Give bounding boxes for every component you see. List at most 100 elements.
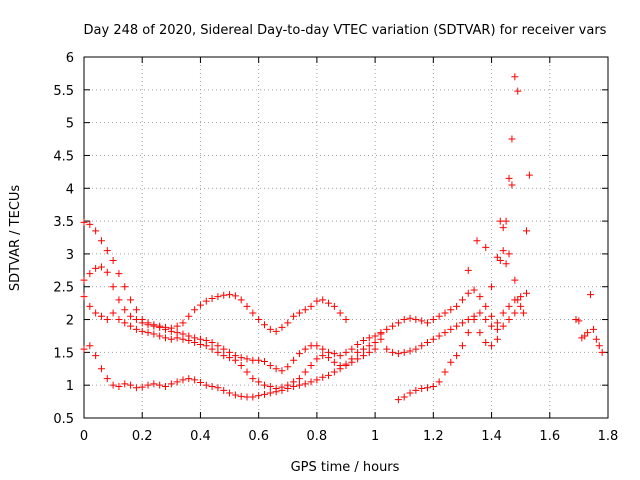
data-point (365, 342, 373, 350)
data-point (196, 340, 204, 348)
data-point (208, 295, 216, 303)
data-point (260, 390, 268, 398)
data-point (453, 302, 461, 310)
data-point (482, 316, 490, 324)
data-point (196, 301, 204, 309)
data-point (522, 289, 530, 297)
data-point (132, 325, 140, 333)
data-point (86, 220, 94, 228)
data-point (447, 306, 455, 314)
data-point (383, 325, 391, 333)
x-tick-label: 0.4 (190, 429, 211, 444)
data-point (418, 342, 426, 350)
data-point (80, 276, 88, 284)
data-point (103, 268, 111, 276)
data-point (441, 368, 449, 376)
data-point (167, 380, 175, 388)
data-point (505, 302, 513, 310)
x-tick-label: 1.6 (539, 429, 560, 444)
data-point (191, 306, 199, 314)
data-point (249, 375, 257, 383)
data-point (389, 322, 397, 330)
data-point (208, 382, 216, 390)
data-point (284, 381, 292, 389)
data-point (575, 317, 583, 325)
data-point (231, 292, 239, 300)
data-point (476, 309, 484, 317)
data-point (400, 316, 408, 324)
data-point (354, 340, 362, 348)
data-point (191, 339, 199, 347)
data-point (488, 283, 496, 291)
data-point (464, 316, 472, 324)
data-point (581, 332, 589, 340)
x-tick-label: 0.6 (248, 429, 269, 444)
data-point (389, 348, 397, 356)
data-point (115, 270, 123, 278)
y-tick-label: 2 (66, 314, 74, 329)
y-tick-label: 1.5 (53, 346, 74, 361)
data-point (511, 73, 519, 81)
y-tick-label: 2.5 (53, 281, 74, 296)
x-axis-label: GPS time / hours (291, 460, 400, 475)
data-point (348, 345, 356, 353)
data-point (424, 319, 432, 327)
data-point (196, 379, 204, 387)
data-point (80, 293, 88, 301)
data-point (517, 302, 525, 310)
data-point (587, 291, 595, 299)
data-point (231, 391, 239, 399)
data-point (505, 250, 513, 258)
data-point (167, 327, 175, 335)
data-point (482, 243, 490, 251)
data-point (208, 345, 216, 353)
data-point (441, 329, 449, 337)
data-point (394, 396, 402, 404)
data-point (525, 171, 533, 179)
data-point (179, 319, 187, 327)
data-point (266, 389, 274, 397)
data-point (237, 361, 245, 369)
data-point (458, 296, 466, 304)
axis-ticks: 0 0.2 0.4 0.6 0.8 1 1.2 1.4 1.6 1.8 0.5 1 1.5 2 2.5 3 3.… (53, 51, 618, 444)
data-point (493, 325, 501, 333)
data-point (301, 368, 309, 376)
data-point (307, 302, 315, 310)
data-point (237, 296, 245, 304)
data-point (342, 316, 350, 324)
data-point (202, 381, 210, 389)
data-point (103, 375, 111, 383)
data-point (103, 247, 111, 255)
data-point (150, 330, 158, 338)
data-point (447, 358, 455, 366)
data-point (493, 253, 501, 261)
x-tick-label: 0 (80, 429, 88, 444)
data-point (278, 323, 286, 331)
data-point (97, 312, 105, 320)
data-point (511, 309, 519, 317)
data-point (144, 381, 152, 389)
data-point (132, 306, 140, 314)
data-point (150, 322, 158, 330)
data-point (336, 352, 344, 360)
data-point (272, 327, 280, 335)
data-point (220, 345, 228, 353)
data-point (290, 356, 298, 364)
data-point (400, 348, 408, 356)
data-point (97, 263, 105, 271)
y-tick-label: 4 (66, 182, 74, 197)
data-point (226, 389, 234, 397)
data-point (584, 329, 592, 337)
data-point (307, 361, 315, 369)
data-point (406, 314, 414, 322)
data-point (418, 317, 426, 325)
data-point (115, 296, 123, 304)
data-point (121, 306, 129, 314)
data-point (406, 389, 414, 397)
data-point (499, 309, 507, 317)
data-point (92, 264, 100, 272)
data-point (377, 335, 385, 343)
data-point (377, 329, 385, 337)
data-point (237, 354, 245, 362)
data-point (319, 373, 327, 381)
